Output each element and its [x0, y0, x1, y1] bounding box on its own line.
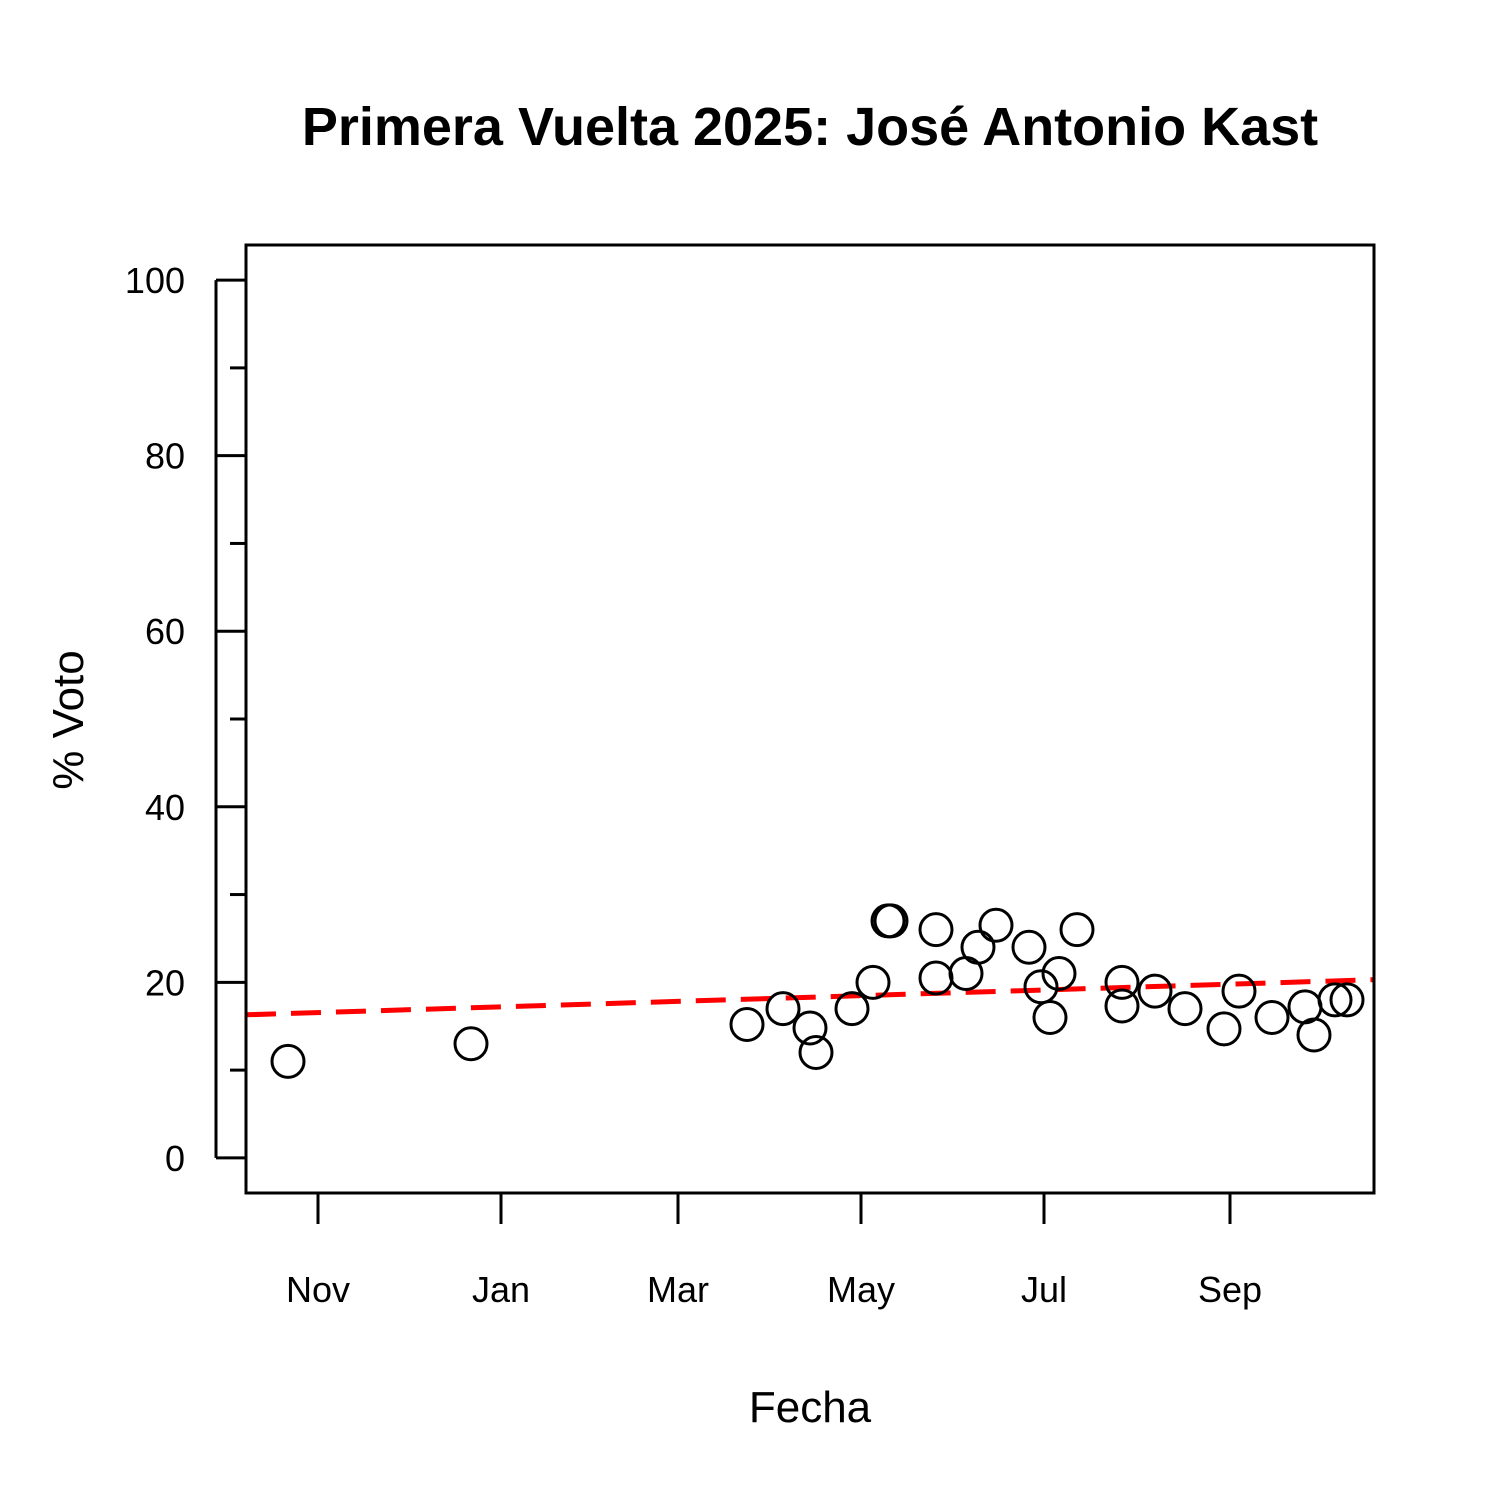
- y-axis: 0 20 40 60 80 100: [125, 260, 246, 1179]
- data-point: [870, 903, 906, 939]
- data-point: [1104, 988, 1140, 1024]
- x-tick-label: Nov: [286, 1269, 350, 1310]
- x-axis: Nov Jan Mar May Jul Sep: [286, 1193, 1262, 1310]
- data-point: [918, 960, 954, 996]
- data-point: [729, 1006, 765, 1042]
- x-tick-label: May: [827, 1269, 895, 1310]
- x-tick-label: Sep: [1198, 1269, 1262, 1310]
- data-point: [960, 929, 996, 965]
- y-tick-label: 20: [145, 962, 185, 1003]
- data-point: [792, 1010, 828, 1046]
- data-point: [1011, 929, 1047, 965]
- x-tick-label: Jan: [472, 1269, 530, 1310]
- plot-frame: [244, 243, 1376, 1195]
- plot-area: [245, 903, 1375, 1079]
- x-tick-label: Jul: [1021, 1269, 1067, 1310]
- data-point: [1221, 973, 1257, 1009]
- data-point: [765, 991, 801, 1027]
- data-point: [1167, 991, 1203, 1027]
- data-point: [1329, 982, 1365, 1018]
- y-axis-label: % Voto: [44, 650, 93, 789]
- data-point: [1137, 973, 1173, 1009]
- y-tick-label: 100: [125, 260, 185, 301]
- x-axis-label: Fecha: [749, 1383, 872, 1432]
- data-point: [1296, 1017, 1332, 1053]
- y-tick-label: 40: [145, 787, 185, 828]
- data-point: [873, 903, 909, 939]
- data-point: [918, 912, 954, 948]
- y-tick-label: 80: [145, 436, 185, 477]
- data-point: [1317, 982, 1353, 1018]
- data-point: [834, 991, 870, 1027]
- data-point: [1041, 956, 1077, 992]
- data-point: [1032, 999, 1068, 1035]
- chart-title: Primera Vuelta 2025: José Antonio Kast: [302, 97, 1318, 157]
- data-point: [1104, 964, 1140, 1000]
- y-tick-label: 0: [165, 1138, 185, 1179]
- trend-line: [245, 977, 1375, 1018]
- y-tick-label: 60: [145, 611, 185, 652]
- data-point: [1059, 912, 1095, 948]
- data-point: [798, 1035, 834, 1071]
- data-point: [1206, 1011, 1242, 1047]
- data-point: [270, 1043, 306, 1079]
- data-point: [978, 907, 1014, 943]
- data-point: [1254, 999, 1290, 1035]
- x-tick-label: Mar: [647, 1269, 709, 1310]
- data-point: [453, 1026, 489, 1062]
- data-point: [855, 964, 891, 1000]
